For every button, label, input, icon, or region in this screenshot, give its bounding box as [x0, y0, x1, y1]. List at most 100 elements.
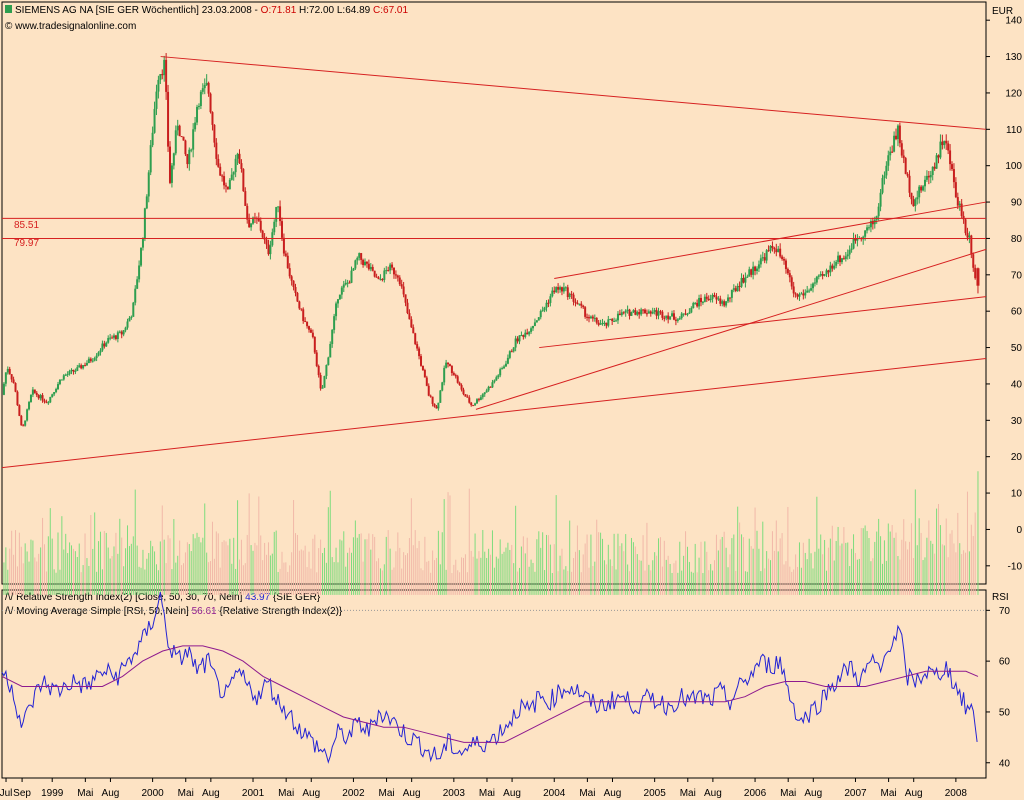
- candle-body: [856, 238, 859, 241]
- candle-body: [466, 396, 469, 398]
- candle-body: [603, 322, 606, 324]
- rsi-legend-suffix: {SIE GER}: [270, 592, 321, 603]
- time-tick-label: Aug: [503, 788, 521, 799]
- candle-body: [109, 337, 112, 339]
- candle-body: [412, 327, 415, 334]
- candle-body: [504, 363, 507, 367]
- price-tick-label: 110: [1006, 125, 1022, 136]
- candle-body: [539, 311, 542, 318]
- candle-body: [309, 329, 312, 333]
- time-tick-label: Mai: [881, 788, 897, 799]
- candle-body: [240, 163, 243, 169]
- candle-body: [418, 348, 421, 357]
- candle-body: [369, 266, 372, 270]
- candle-body: [404, 294, 407, 303]
- candle-body: [906, 173, 909, 176]
- candle-body: [792, 286, 795, 294]
- candle-body: [250, 223, 253, 228]
- candle-body: [246, 205, 249, 220]
- candle-body: [949, 150, 952, 165]
- candle-body: [835, 261, 838, 266]
- candle-body: [723, 301, 726, 306]
- chart-title: SIEMENS AG NA [SIE GER Wöchentlich] 23.0…: [15, 5, 261, 16]
- candle-body: [686, 313, 689, 315]
- candle-body: [642, 309, 645, 311]
- candle-body: [568, 293, 571, 297]
- candle-body: [937, 155, 940, 158]
- candle-body: [754, 266, 757, 272]
- candle-body: [66, 374, 69, 376]
- volume-bars: [3, 471, 979, 595]
- candle-body: [308, 326, 311, 330]
- candle-body: [541, 310, 544, 312]
- candle-body: [562, 287, 565, 292]
- candle-body: [165, 59, 168, 92]
- candle-body: [508, 351, 511, 358]
- ma-legend-icon: /\/: [5, 606, 16, 617]
- candle-body: [676, 319, 679, 321]
- trendline: [539, 296, 987, 349]
- price-tick-label: 50: [1011, 343, 1023, 354]
- candle-body: [41, 395, 44, 401]
- candle-body: [616, 313, 619, 321]
- candle-body: [306, 321, 309, 327]
- candle-body: [93, 358, 96, 361]
- candle-body: [64, 374, 67, 376]
- candle-body: [474, 403, 477, 406]
- candle-body: [908, 175, 911, 193]
- candle-body: [833, 265, 836, 269]
- candle-body: [794, 293, 797, 295]
- candle-body: [275, 207, 278, 222]
- candle-body: [798, 294, 801, 297]
- candle-body: [356, 257, 359, 261]
- candle-body: [547, 302, 550, 304]
- candle-body: [354, 260, 357, 269]
- candle-body: [738, 285, 741, 287]
- candle-body: [207, 82, 210, 94]
- candle-body: [800, 293, 803, 295]
- candle-body: [783, 259, 786, 261]
- candle-body: [530, 328, 533, 332]
- candle-body: [414, 333, 417, 345]
- candle-body: [532, 325, 535, 329]
- candle-body: [423, 370, 426, 378]
- candle-body: [808, 290, 811, 292]
- candle-body: [147, 172, 150, 197]
- candle-body: [630, 312, 633, 316]
- rsi-legend-line-1: /\/ Relative Strength Index(2) [Close, 5…: [5, 592, 321, 603]
- candle-body: [385, 270, 388, 272]
- candle-body: [945, 140, 948, 144]
- candle-body: [613, 320, 616, 322]
- candle-body: [850, 248, 853, 250]
- candle-body: [914, 199, 917, 207]
- candle-body: [487, 386, 490, 391]
- candle-body: [593, 317, 596, 319]
- candle-body: [280, 221, 283, 238]
- candle-body: [159, 74, 162, 80]
- candle-body: [99, 350, 102, 353]
- candle-body: [570, 293, 573, 295]
- candle-body: [172, 153, 175, 166]
- candle-body: [346, 282, 349, 284]
- candle-body: [360, 253, 363, 260]
- candle-body: [551, 290, 554, 297]
- candle-body: [292, 280, 295, 288]
- candle-body: [157, 79, 160, 92]
- price-tick-label: 120: [1005, 88, 1022, 99]
- candle-body: [325, 365, 328, 376]
- candle-body: [389, 264, 392, 271]
- candle-body: [844, 256, 847, 260]
- candle-body: [601, 322, 604, 324]
- time-tick-label: Aug: [905, 788, 923, 799]
- candle-body: [823, 274, 826, 276]
- candle-body: [896, 125, 899, 140]
- candle-body: [910, 192, 913, 200]
- candle-body: [381, 279, 384, 281]
- time-tick-label: Aug: [302, 788, 320, 799]
- candle-body: [383, 270, 386, 280]
- candle-body: [209, 93, 212, 113]
- candle-body: [825, 270, 828, 275]
- rsi-axis-label: RSI: [992, 592, 1009, 603]
- candle-body: [746, 276, 749, 278]
- candle-body: [649, 311, 652, 314]
